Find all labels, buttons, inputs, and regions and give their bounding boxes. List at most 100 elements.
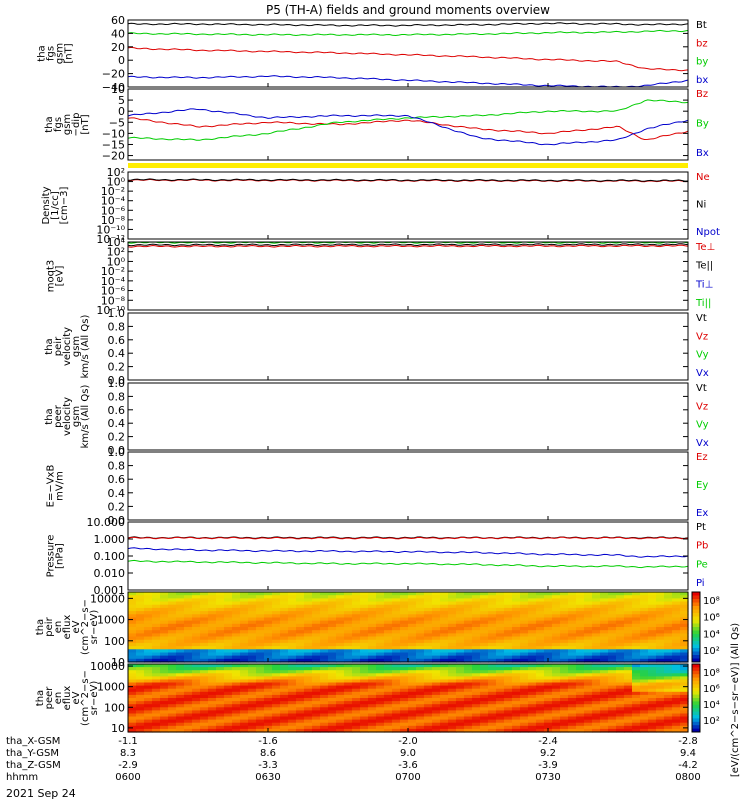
spectrogram-cell — [608, 611, 617, 615]
spectrogram-cell — [336, 623, 345, 628]
spectrogram-cell — [264, 620, 273, 625]
spectrogram-cell — [168, 676, 177, 681]
spectrogram-cell — [424, 604, 433, 609]
spectrogram-cell — [512, 676, 521, 681]
spectrogram-cell — [344, 722, 353, 727]
spectrogram-cell — [664, 658, 673, 663]
spectrogram-cell — [336, 707, 345, 711]
spectrogram-cell — [248, 655, 257, 660]
spectrogram-cell — [544, 592, 553, 596]
spectrogram-cell — [416, 623, 425, 628]
spectrogram-cell — [440, 620, 449, 625]
spectrogram-cell — [440, 611, 449, 615]
spectrogram-cell — [608, 728, 617, 733]
y-tick-label: 10000 — [90, 660, 125, 673]
spectrogram-cell — [400, 670, 409, 674]
spectrogram-cell — [608, 685, 617, 690]
y-axis-label-line: peer — [53, 404, 64, 428]
spectrogram-cell — [576, 704, 585, 708]
colorbar-cell — [692, 620, 700, 624]
spectrogram-cell — [224, 694, 233, 699]
spectrogram-cell — [448, 685, 457, 690]
spectrogram-cell — [440, 595, 449, 599]
spectrogram-cell — [304, 685, 313, 690]
spectrogram-cell — [336, 716, 345, 721]
spectrogram-cell — [488, 728, 497, 733]
spectrogram-cell — [632, 725, 641, 730]
spectrogram-cell — [520, 655, 529, 660]
spectrogram-cell — [480, 728, 489, 733]
spectrogram-cell — [520, 722, 529, 727]
spectrogram-cell — [256, 722, 265, 727]
spectrogram-cell — [480, 592, 489, 596]
spectrogram-cell — [192, 598, 201, 603]
spectrogram-cell — [648, 658, 657, 663]
spectrogram-cell — [544, 701, 553, 705]
y-tick-label: 10 — [111, 656, 125, 669]
spectrogram-cell — [424, 685, 433, 690]
spectrogram-cell — [600, 728, 609, 733]
panel-9: 10⁸10⁶10⁴10²10000100010010thapeireneflux… — [35, 591, 720, 669]
spectrogram-cell — [280, 719, 289, 724]
spectrogram-cell — [192, 620, 201, 625]
spectrogram-cell — [384, 627, 393, 631]
spectrogram-cell — [608, 601, 617, 606]
spectrogram-cell — [352, 685, 361, 690]
spectrogram-cell — [328, 646, 337, 650]
spectrogram-cell — [280, 725, 289, 730]
spectrogram-cell — [600, 707, 609, 711]
spectrogram-cell — [648, 682, 657, 687]
spectrogram-cell — [136, 664, 145, 668]
orbit-row-label: tha_X-GSM — [6, 736, 60, 747]
spectrogram-cell — [128, 728, 137, 733]
spectrogram-cell — [576, 667, 585, 671]
spectrogram-cell — [448, 676, 457, 681]
spectrogram-cell — [600, 636, 609, 641]
spectrogram-cell — [248, 673, 257, 677]
spectrogram-cell — [192, 649, 201, 654]
spectrogram-cell — [416, 719, 425, 724]
spectrogram-cell — [464, 627, 473, 631]
spectrogram-cell — [352, 636, 361, 641]
spectrogram-cell — [536, 639, 545, 644]
spectrogram-cell — [304, 710, 313, 715]
spectrogram-cell — [176, 670, 185, 674]
spectrogram-cell — [672, 633, 681, 638]
colorbar-cell — [692, 630, 700, 635]
spectrogram-cell — [504, 611, 513, 615]
spectrogram-cell — [232, 598, 241, 603]
spectrogram-cell — [360, 728, 369, 733]
spectrogram-cell — [456, 728, 465, 733]
spectrogram-cell — [488, 614, 497, 619]
spectrogram-cell — [680, 719, 689, 724]
spectrogram-cell — [568, 649, 577, 654]
spectrogram-cell — [608, 633, 617, 638]
spectrogram-cell — [536, 627, 545, 631]
spectrogram-cell — [552, 652, 561, 657]
spectrogram-cell — [184, 614, 193, 619]
orbit-row-value: -2.4 — [538, 736, 558, 747]
spectrogram-cell — [472, 679, 481, 684]
spectrogram-cell — [576, 673, 585, 677]
spectrogram-cell — [496, 646, 505, 650]
y-axis-label-line: [cm−3] — [59, 187, 70, 225]
spectrogram-cell — [680, 682, 689, 687]
spectrogram-cell — [568, 719, 577, 724]
spectrogram-cell — [240, 685, 249, 690]
spectrogram-cell — [600, 691, 609, 696]
spectrogram-cell — [584, 614, 593, 619]
spectrogram-cell — [672, 595, 681, 599]
spectrogram-cell — [552, 694, 561, 699]
spectrogram-cell — [624, 627, 633, 631]
spectrogram-cell — [512, 658, 521, 663]
spectrogram-cell — [296, 707, 305, 711]
spectrogram-cell — [448, 646, 457, 650]
spectrogram-cell — [352, 688, 361, 693]
spectrogram-cell — [632, 611, 641, 615]
spectrogram-cell — [448, 682, 457, 687]
spectrogram-cell — [296, 607, 305, 612]
spectrogram-cell — [464, 639, 473, 644]
spectrogram-cell — [296, 630, 305, 634]
spectrogram-cell — [232, 676, 241, 681]
